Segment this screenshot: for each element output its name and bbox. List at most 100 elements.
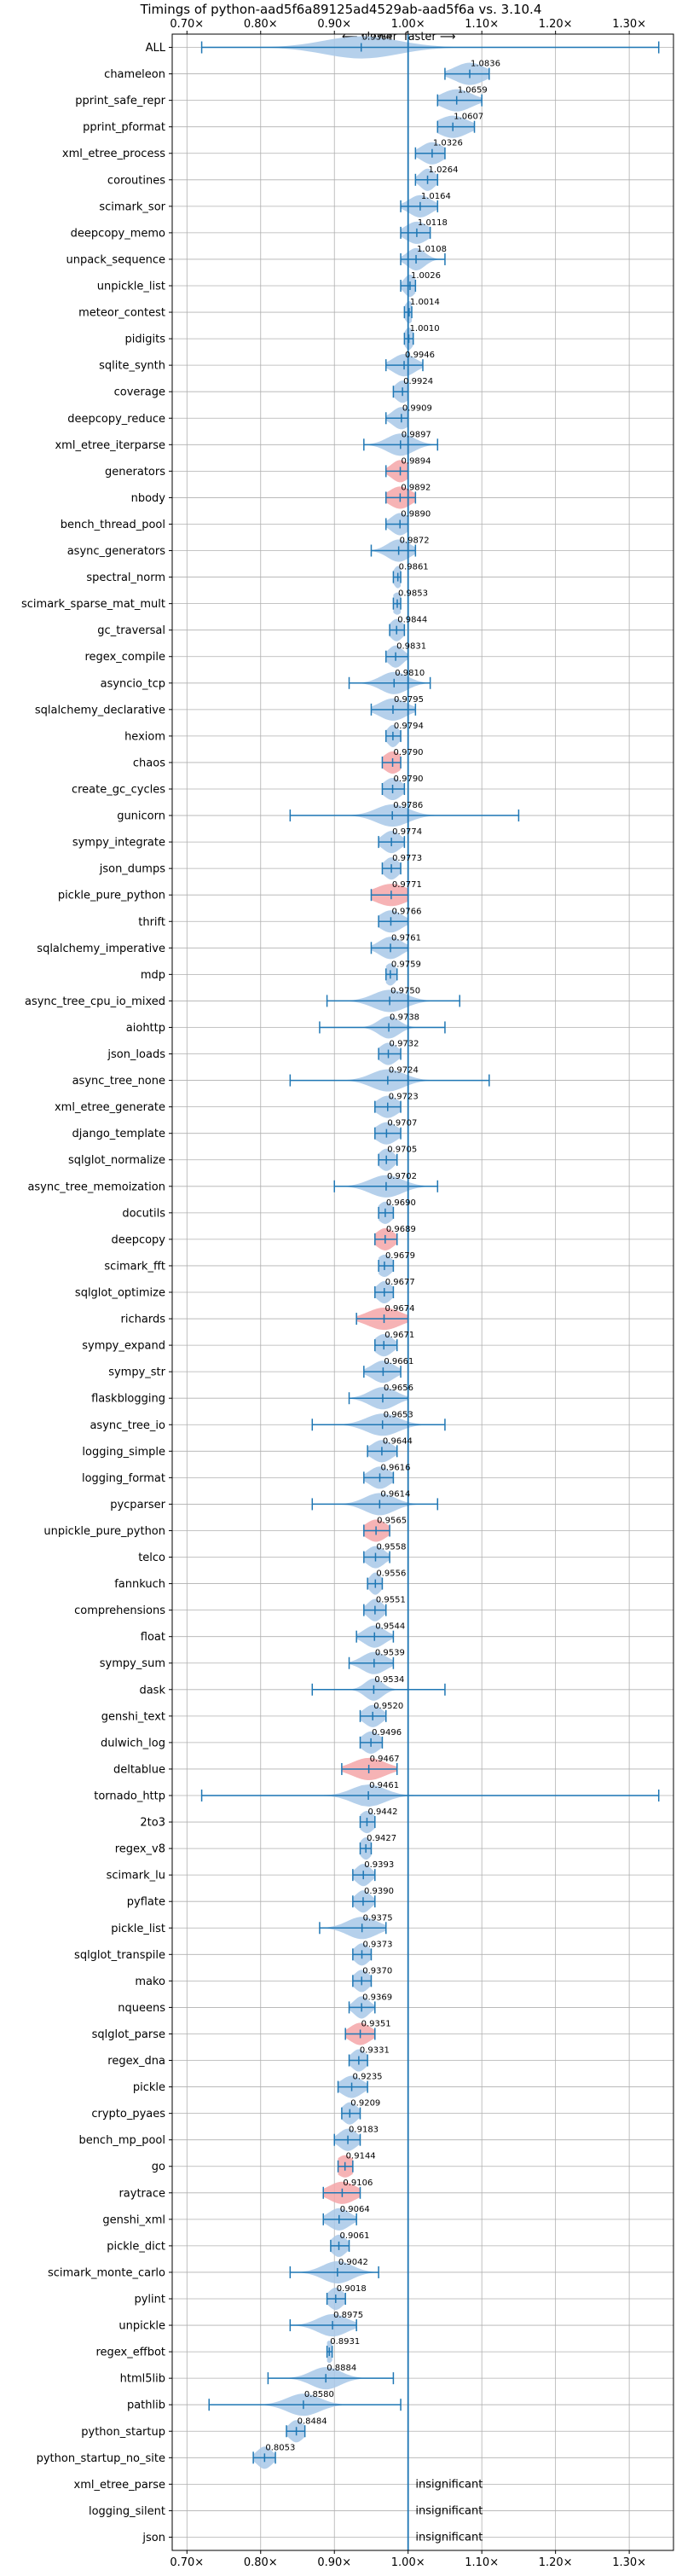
benchmark-label: unpickle_list: [97, 281, 165, 293]
benchmark-label: logging_format: [82, 1472, 165, 1485]
median-value-label: 0.9393: [364, 1860, 394, 1870]
x-tick-label-bottom: 1.20×: [539, 2556, 573, 2569]
benchmark-label: regex_effbot: [95, 2347, 165, 2359]
benchmark-label: telco: [138, 1552, 165, 1564]
benchmark-label: unpickle: [118, 2320, 165, 2333]
benchmark-label: pickle: [133, 2081, 165, 2094]
benchmark-label: python_startup_no_site: [37, 2452, 165, 2465]
benchmark-label: logging_silent: [89, 2505, 165, 2518]
benchmark-label: pprint_pformat: [83, 121, 165, 134]
median-value-label: 0.9705: [387, 1146, 417, 1155]
median-value-label: 0.9738: [390, 1012, 419, 1022]
benchmark-label: sqlalchemy_declarative: [35, 704, 165, 717]
insignificant-label: insignificant: [415, 2504, 483, 2517]
median-value-label: 0.9370: [362, 1966, 392, 1976]
benchmark-label: pprint_safe_repr: [75, 95, 165, 107]
median-value-label: 0.9759: [391, 960, 421, 969]
benchmark-label: thrift: [138, 916, 165, 929]
benchmark-label: bench_mp_pool: [78, 2134, 165, 2147]
median-value-label: 0.9565: [377, 1516, 407, 1525]
benchmark-label: coroutines: [107, 174, 165, 187]
benchmark-label: pylint: [134, 2294, 165, 2306]
x-tick-label-bottom: 1.30×: [612, 2556, 646, 2569]
benchmark-label: json_dumps: [99, 863, 165, 876]
benchmark-label: sqlglot_transpile: [74, 1949, 165, 1962]
benchmark-label: async_tree_memoization: [27, 1181, 165, 1193]
median-value-label: 0.8931: [330, 2337, 360, 2347]
median-value-label: 0.9766: [391, 907, 421, 916]
benchmark-label: unpack_sequence: [66, 253, 165, 266]
benchmark-label: 2to3: [140, 1817, 165, 1830]
median-value-label: 0.9427: [367, 1834, 396, 1843]
benchmark-label: fannkuch: [114, 1578, 165, 1591]
median-value-label: 0.9677: [385, 1278, 415, 1287]
median-value-label: 0.9909: [402, 403, 432, 413]
median-value-label: 0.9661: [384, 1357, 413, 1366]
median-value-label: 0.9723: [389, 1093, 419, 1102]
median-value-label: 0.9689: [386, 1225, 416, 1234]
benchmark-label: pathlib: [127, 2399, 165, 2412]
median-value-label: 0.9946: [405, 351, 435, 360]
benchmark-label: async_tree_io: [90, 1419, 165, 1432]
median-value-label: 0.9892: [401, 483, 431, 492]
faster-label: faster ⟶: [404, 31, 456, 44]
benchmark-label: json_loads: [107, 1048, 165, 1061]
median-value-label: 0.9872: [400, 537, 430, 546]
median-value-label: 1.0118: [418, 218, 448, 228]
median-value-label: 0.9331: [360, 2046, 390, 2056]
benchmark-label: scimark_sparse_mat_mult: [21, 598, 165, 611]
benchmark-label: regex_dna: [107, 2055, 165, 2068]
median-value-label: 0.9790: [394, 748, 424, 757]
median-value-label: 1.0164: [421, 192, 451, 201]
benchmark-label: django_template: [72, 1128, 165, 1140]
median-value-label: 0.9810: [395, 669, 425, 678]
median-value-label: 0.9534: [374, 1675, 404, 1685]
x-tick-label-top: 1.20×: [539, 18, 573, 31]
benchmark-label: deltablue: [113, 1763, 165, 1776]
median-value-label: 0.9183: [349, 2126, 379, 2135]
median-value-label: 0.8884: [327, 2364, 356, 2373]
median-value-label: 0.9614: [380, 1489, 410, 1499]
median-value-label: 0.9390: [364, 1887, 394, 1896]
median-value-label: 0.9724: [389, 1066, 419, 1076]
benchmark-label: richards: [121, 1314, 166, 1326]
benchmark-label: scimark_fft: [104, 1260, 165, 1273]
median-value-label: 0.9442: [367, 1807, 397, 1817]
median-value-label: 0.9467: [370, 1755, 400, 1764]
median-value-label: 1.0326: [433, 139, 463, 148]
benchmark-label: deepcopy_memo: [71, 227, 165, 240]
median-value-label: 0.9674: [385, 1304, 415, 1314]
median-value-label: 1.0010: [410, 324, 440, 334]
x-tick-label-top: 1.30×: [612, 18, 646, 31]
x-tick-label-top: 0.80×: [244, 18, 278, 31]
benchmark-label: mako: [135, 1976, 165, 1988]
benchmark-label: pyflate: [127, 1896, 165, 1909]
benchmark-label: tornado_http: [94, 1790, 165, 1803]
median-value-label: 0.9364: [362, 33, 392, 43]
median-value-label: 0.9106: [343, 2179, 373, 2188]
benchmark-label: float: [141, 1631, 165, 1644]
benchmark-label: async_tree_none: [72, 1075, 165, 1088]
benchmark-label: async_generators: [67, 545, 166, 558]
benchmark-label: go: [152, 2161, 165, 2173]
benchmark-label: aiohttp: [126, 1022, 165, 1035]
benchmark-label: xml_etree_parse: [74, 2479, 165, 2492]
benchmark-label: python_startup: [81, 2426, 165, 2439]
x-tick-label-top: 0.90×: [317, 18, 351, 31]
median-value-label: 0.9771: [392, 880, 422, 890]
median-value-label: 0.9773: [392, 854, 422, 863]
benchmark-label: pidigits: [125, 334, 166, 346]
median-value-label: 0.8484: [298, 2416, 327, 2426]
benchmark-label: logging_simple: [82, 1446, 165, 1459]
x-tick-label-bottom: 0.90×: [317, 2556, 351, 2569]
median-value-label: 0.9042: [338, 2258, 368, 2267]
labels: 0.70× 0.70× 0.80× 0.80× 0.90× 0.90× 1.00× 1.00×…: [21, 18, 646, 2569]
benchmark-label: json: [142, 2532, 165, 2544]
median-value-label: 0.9461: [369, 1781, 399, 1790]
benchmark-label: async_tree_cpu_io_mixed: [25, 995, 165, 1008]
benchmark-label: create_gc_cycles: [72, 784, 165, 797]
benchmark-label: dask: [139, 1684, 165, 1697]
median-value-label: 1.0607: [454, 113, 483, 122]
benchmark-label: ALL: [146, 42, 166, 55]
x-tick-label-bottom: 0.70×: [170, 2556, 204, 2569]
